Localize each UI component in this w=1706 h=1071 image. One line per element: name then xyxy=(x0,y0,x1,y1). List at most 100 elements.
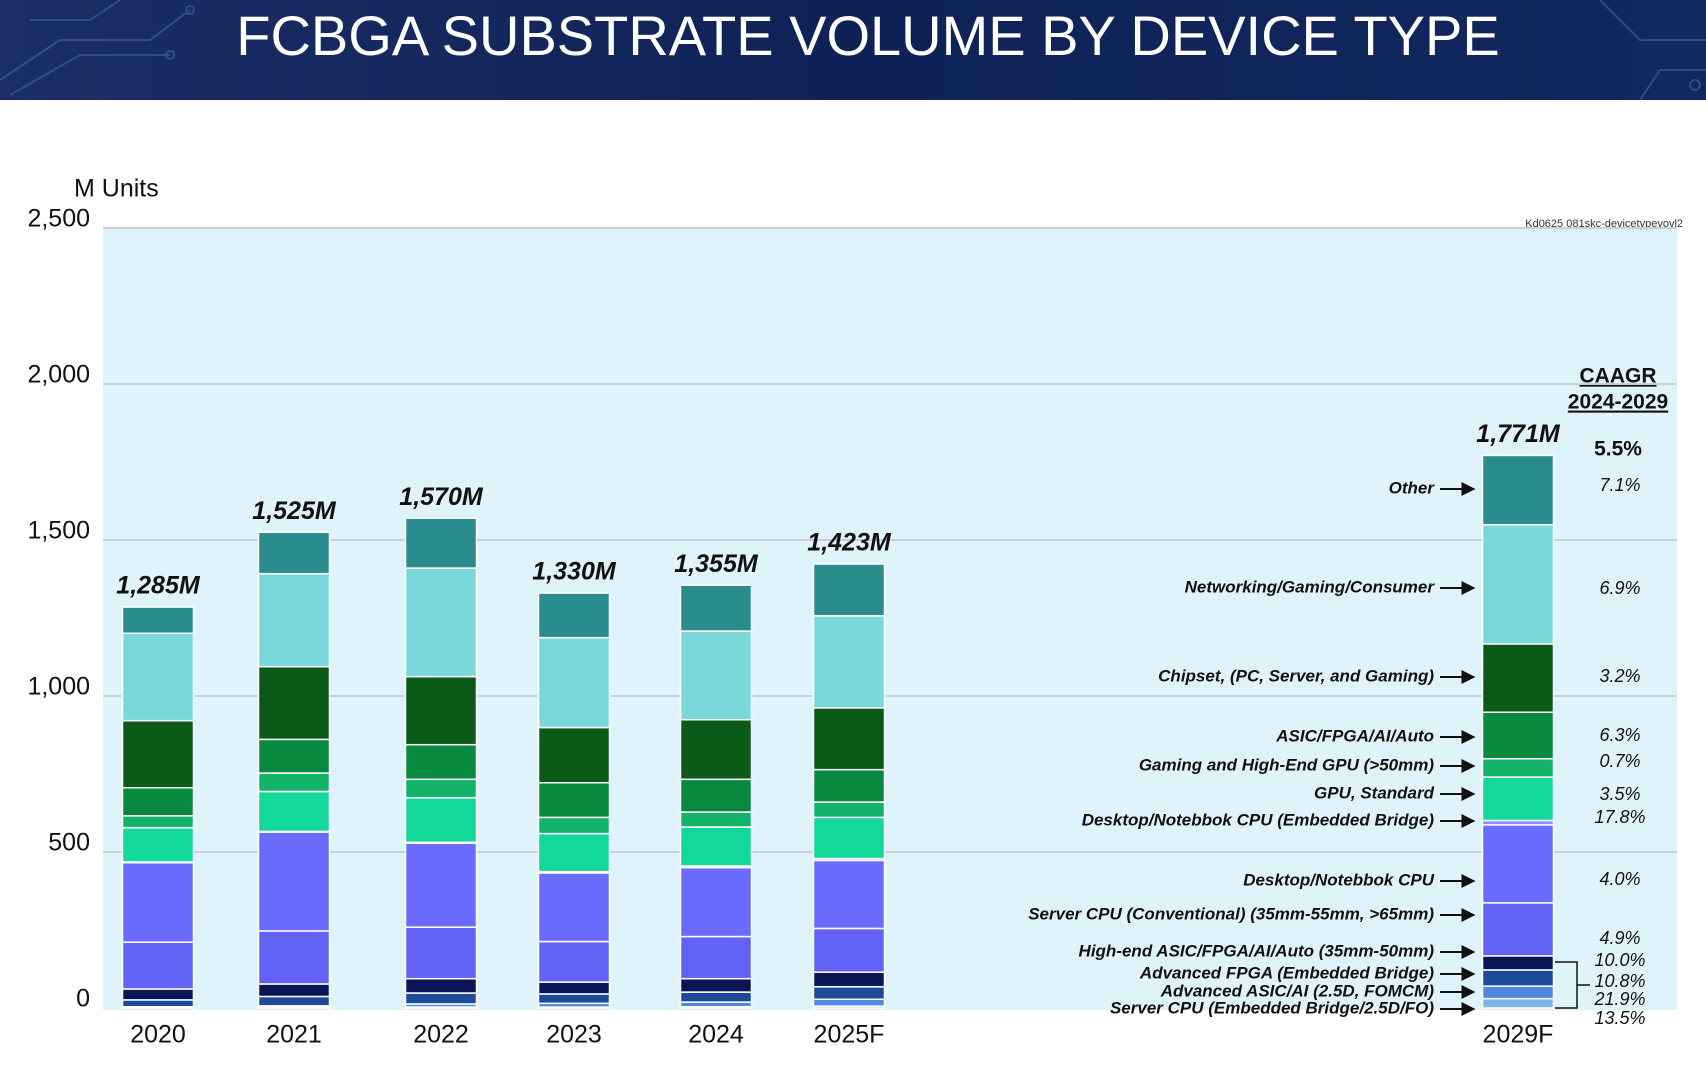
bar-segment xyxy=(121,786,195,817)
x-tick-label: 2021 xyxy=(266,1021,322,1049)
bar-segment xyxy=(812,971,886,988)
series-label: Desktop/Notebbok CPU xyxy=(1243,870,1435,889)
total-label: 1,355M xyxy=(674,550,759,578)
y-tick-label: 2,500 xyxy=(27,205,90,233)
bar-segment xyxy=(121,999,195,1008)
bar-segment xyxy=(537,981,611,995)
total-label: 1,771M xyxy=(1476,420,1561,448)
bar-segment xyxy=(537,592,611,639)
bar-segment xyxy=(537,726,611,784)
series-label: ASIC/FPGA/AI/Auto xyxy=(1275,726,1434,745)
x-tick-label: 2025F xyxy=(814,1021,885,1049)
plot-area xyxy=(103,228,1677,1010)
bar-segment xyxy=(812,986,886,1001)
bar-segment xyxy=(121,861,195,943)
bar-segment xyxy=(1481,711,1555,760)
bar-segment xyxy=(812,998,886,1007)
bar-segment xyxy=(1481,643,1555,713)
cagr-label: 10.8% xyxy=(1594,971,1645,991)
y-tick-label: 1,000 xyxy=(27,673,90,701)
series-label: Server CPU (Embedded Bridge/2.5D/FO) xyxy=(1110,998,1434,1017)
bar-segment xyxy=(121,606,195,635)
cagr-label: 3.2% xyxy=(1599,666,1640,686)
bar-segment xyxy=(812,563,886,617)
header-decoration xyxy=(0,0,1706,101)
bar-segment xyxy=(404,842,478,928)
cagr-label: 13.5% xyxy=(1594,1008,1645,1028)
cagr-label: 0.7% xyxy=(1599,751,1640,771)
bar-segment xyxy=(404,977,478,994)
bar-segment xyxy=(679,811,753,828)
series-label: Gaming and High-End GPU (>50mm) xyxy=(1139,755,1435,774)
y-tick-label: 2,000 xyxy=(27,361,90,389)
bar-segment xyxy=(404,778,478,799)
y-axis-title: M Units xyxy=(74,175,159,203)
header-band xyxy=(0,0,1706,100)
bar-segment xyxy=(1481,757,1555,778)
bar-segment xyxy=(1481,776,1555,822)
bar-segment xyxy=(121,826,195,863)
x-tick-label: 2029F xyxy=(1483,1021,1554,1049)
series-label: Desktop/Notebbok CPU (Embedded Bridge) xyxy=(1082,810,1435,829)
bar-segment xyxy=(679,826,753,867)
cagr-label: 6.9% xyxy=(1599,578,1640,598)
cagr-label: 21.9% xyxy=(1593,989,1645,1009)
y-tick-label: 0 xyxy=(76,985,90,1013)
bar-segment xyxy=(404,926,478,980)
total-label: 1,285M xyxy=(116,572,201,600)
bar-segment xyxy=(1481,969,1555,987)
bar-segment xyxy=(121,632,195,722)
cagr-label: 3.5% xyxy=(1599,784,1640,804)
bar-segment xyxy=(679,866,753,938)
bar-segment xyxy=(257,772,331,793)
bar-segment xyxy=(404,567,478,678)
bar-segment xyxy=(404,992,478,1005)
bar-segment xyxy=(404,743,478,781)
bar-segment xyxy=(812,707,886,771)
series-label: Other xyxy=(1389,478,1436,497)
bar-segment xyxy=(257,665,331,741)
bar-segment xyxy=(812,927,886,973)
bar-segment xyxy=(537,816,611,835)
bar-segment xyxy=(257,572,331,668)
x-tick-label: 2022 xyxy=(413,1021,469,1049)
bar-segment xyxy=(1481,985,1555,1000)
bar-segment xyxy=(812,859,886,930)
cagr-label: 10.0% xyxy=(1594,950,1645,970)
bar-segment xyxy=(537,872,611,943)
source-code: Kd0625 081skc-devicetypevovl2 xyxy=(1525,218,1683,230)
bar-segment xyxy=(679,935,753,980)
series-label: Advanced FPGA (Embedded Bridge) xyxy=(1139,963,1434,982)
bar-segment xyxy=(812,801,886,819)
bar-segment xyxy=(257,983,331,998)
bar-segment xyxy=(404,517,478,569)
series-label: Networking/Gaming/Consumer xyxy=(1185,577,1436,596)
bar-segment xyxy=(121,941,195,990)
bar-segment xyxy=(679,718,753,781)
total-label: 1,525M xyxy=(252,497,337,525)
bar-segment xyxy=(404,675,478,746)
bar-segment xyxy=(679,584,753,632)
cagr-label: 7.1% xyxy=(1599,475,1640,495)
bar-segment xyxy=(812,615,886,709)
bar-segment xyxy=(1481,523,1555,645)
bar-segment xyxy=(812,816,886,860)
bar-segment xyxy=(257,531,331,575)
x-tick-label: 2023 xyxy=(546,1021,602,1049)
bar-segment xyxy=(121,988,195,1001)
series-label: GPU, Standard xyxy=(1314,783,1435,802)
bar-segment xyxy=(257,738,331,774)
bar-segment xyxy=(537,636,611,729)
bar-segment xyxy=(679,977,753,993)
bar-segment xyxy=(679,991,753,1003)
series-label: High-end ASIC/FPGA/AI/Auto (35mm-50mm) xyxy=(1079,941,1435,960)
bar-segment xyxy=(257,831,331,932)
bar-segment xyxy=(1481,824,1555,904)
cagr-label: 4.0% xyxy=(1599,869,1640,889)
y-tick-label: 1,500 xyxy=(27,517,90,545)
bar-segment xyxy=(257,930,331,985)
total-cagr: 5.5% xyxy=(1594,438,1642,461)
chart-title: FCBGA SUBSTRATE VOLUME BY DEVICE TYPE xyxy=(236,4,1499,67)
bar-segment xyxy=(404,796,478,844)
